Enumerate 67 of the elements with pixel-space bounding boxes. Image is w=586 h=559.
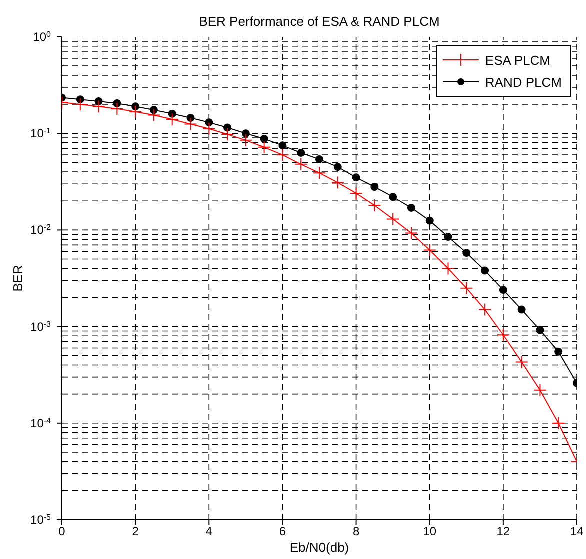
point xyxy=(260,134,268,143)
point xyxy=(499,286,508,294)
y-tick-label: 10$^{-3}$ xyxy=(30,319,52,334)
point xyxy=(297,148,306,157)
point xyxy=(313,166,326,180)
x-tick-label: 10 xyxy=(423,524,437,539)
y-tick-label: 10$^{-4}$ xyxy=(30,416,52,430)
point xyxy=(386,212,400,226)
point xyxy=(518,306,526,314)
point xyxy=(407,204,416,212)
point xyxy=(186,114,195,122)
point xyxy=(294,158,308,171)
point xyxy=(352,174,360,182)
point xyxy=(221,128,234,141)
x-tick-label: 12 xyxy=(496,524,510,539)
x-tick-label: 8 xyxy=(352,524,360,539)
point xyxy=(316,155,324,164)
point xyxy=(205,118,214,127)
point xyxy=(423,244,436,257)
point xyxy=(442,262,455,276)
point xyxy=(478,303,492,316)
point xyxy=(389,193,398,202)
point xyxy=(536,326,544,334)
y-tick-label: 10$^{-2}$ xyxy=(30,222,52,238)
point xyxy=(404,226,418,240)
x-axis-title: Eb/N0(db) xyxy=(288,540,350,555)
x-tick-label: 2 xyxy=(132,524,140,539)
x-tick-label: 6 xyxy=(279,524,286,539)
point xyxy=(184,118,198,131)
x-tick-label: 14 xyxy=(570,524,584,539)
point xyxy=(496,328,510,342)
point xyxy=(368,199,382,212)
y-tick-label: 10$^{-1}$ xyxy=(30,126,52,141)
legend-label: RAND PLCM xyxy=(485,74,562,90)
x-tick-label: 4 xyxy=(206,524,213,539)
point xyxy=(331,176,344,190)
point xyxy=(462,249,471,258)
point xyxy=(426,216,434,225)
point xyxy=(129,105,142,118)
point xyxy=(534,384,547,397)
point xyxy=(481,266,490,275)
point xyxy=(460,282,474,295)
point xyxy=(258,140,271,154)
point xyxy=(444,233,452,242)
point xyxy=(224,124,232,132)
point xyxy=(370,183,379,192)
point xyxy=(334,163,342,172)
point xyxy=(202,122,216,136)
y-tick-label: 10$^{0}$ xyxy=(33,30,52,44)
y-axis-title: BER xyxy=(10,264,26,294)
point xyxy=(242,130,250,138)
point xyxy=(166,112,179,126)
point xyxy=(276,148,290,162)
point xyxy=(554,348,563,356)
x-tick-label: 0 xyxy=(58,524,66,539)
point xyxy=(239,134,252,147)
point xyxy=(147,108,160,122)
point xyxy=(552,416,566,430)
point xyxy=(515,356,528,369)
point xyxy=(92,100,106,114)
y-tick-label: 10$^{-5}$ xyxy=(30,512,52,527)
chart-title: BER Performance of ESA & RAND PLCM xyxy=(198,14,441,29)
legend-label: ESA PLCM xyxy=(485,52,550,68)
point xyxy=(350,186,363,200)
point xyxy=(278,142,287,150)
point xyxy=(110,102,124,116)
point xyxy=(74,98,87,112)
